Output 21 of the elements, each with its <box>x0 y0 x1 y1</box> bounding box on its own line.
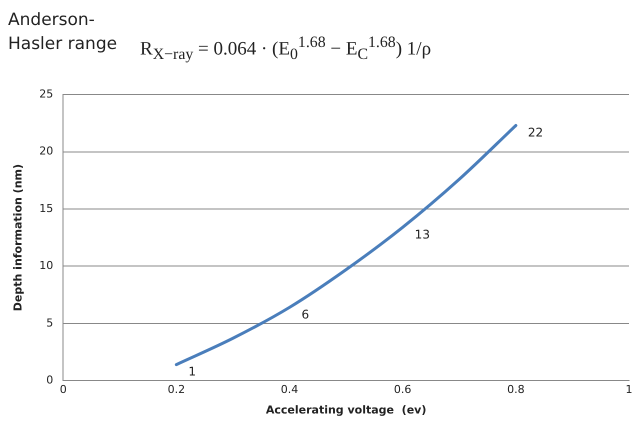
y-tick-label: 15 <box>39 202 54 215</box>
y-tick-label: 10 <box>39 259 54 272</box>
x-tick-label: 0.8 <box>507 383 525 396</box>
x-tick-label: 0.4 <box>280 383 298 396</box>
data-label: 13 <box>414 227 430 242</box>
y-tick-label: 25 <box>39 87 54 100</box>
x-axis-title: Accelerating voltage (ev) <box>266 403 426 416</box>
text: R$_{X−ray}$ = 0.064 · (E$_{0}$$^{1.68}$ − E$_{C}$$^{1.68}$) 1/ρ <box>140 34 432 64</box>
data-label: 1 <box>188 364 196 379</box>
data-label: 22 <box>528 126 544 140</box>
chart-title: Anderson-Hasler range <box>8 9 118 56</box>
y-axis-title: Depth information (nm) <box>11 164 24 312</box>
x-tick-label: 1 <box>626 383 632 396</box>
y-tick-label: 0 <box>46 373 54 386</box>
x-tick-label: 0.2 <box>168 383 186 396</box>
y-tick-label: 5 <box>46 316 54 330</box>
y-tick-label: 20 <box>39 144 54 158</box>
x-tick-label: 0 <box>60 383 67 396</box>
x-tick-label: 0.6 <box>394 383 412 396</box>
data-label: 6 <box>302 308 310 322</box>
line-series <box>174 124 518 366</box>
